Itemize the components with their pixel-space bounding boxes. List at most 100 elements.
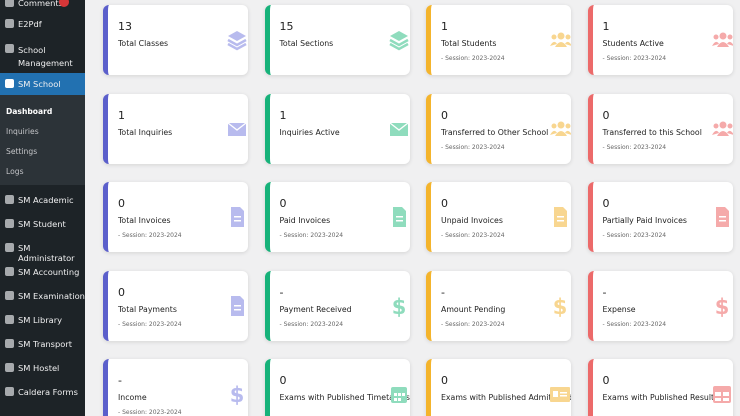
stat-card[interactable]: 1 Total Students - Session: 2023-2024 [426,5,571,75]
stat-label: Exams with Published Results [602,393,719,402]
stat-session: - Session: 2023-2024 [118,409,182,416]
stat-card[interactable]: 1 Inquiries Active [264,93,410,164]
submenu-item[interactable]: Dashboard [6,107,53,116]
stat-icon [389,206,409,228]
menu-item[interactable]: SM Administrator [0,241,85,263]
stat-label: Paid Invoices [279,216,331,225]
stat-card[interactable]: 0 Exams with Published Results [587,359,733,416]
menu-item[interactable]: SM Hostel [0,361,85,375]
stat-icon [711,118,733,140]
menu-icon [5,291,14,300]
menu-item[interactable]: Comments [0,0,85,10]
stat-card[interactable]: 0 Paid Invoices - Session: 2023-2024 [264,182,410,252]
stat-card[interactable]: 1 Total Inquiries [103,93,248,164]
menu-item[interactable]: SM Examination [0,289,85,303]
admin-sidebar: Comments E2Pdf School Management SM School S… [0,0,85,416]
menu-label: SM Transport [18,339,72,349]
stat-card[interactable]: 0 Partially Paid Invoices - Session: 2023-… [587,182,733,252]
stat-icon [711,29,733,51]
stat-value: 0 [602,108,610,122]
stat-label: Transferred to this School [602,127,702,137]
stat-value: - [441,285,445,299]
badge [59,0,69,7]
stat-icon [388,29,409,51]
stat-value: - [279,285,284,299]
stat-label: Amount Pending [441,304,506,314]
menu-item[interactable]: SM Student [0,217,85,231]
stat-session: - Session: 2023-2024 [602,232,667,239]
stat-card[interactable]: 0 Transferred to Other School - Session: 2… [426,93,571,164]
stat-value: 0 [118,197,125,210]
stat-icon [712,206,732,228]
menu-label: Comments [18,0,63,8]
menu-icon [5,339,14,348]
stat-label: Total Students [441,39,497,48]
stat-card[interactable]: 1 Students Active - Session: 2023-2024 [587,5,733,75]
stat-label: Expense [602,304,636,314]
stat-value: - [602,285,607,299]
stat-card[interactable]: 0 Transferred to this School - Session: 20… [587,93,733,164]
menu-icon [5,0,14,7]
menu-icon [5,79,14,88]
stat-card[interactable]: 15 Total Sections [264,5,410,75]
stat-card[interactable]: 0 Exams with Published Admit Cards [426,359,571,416]
menu-label: SM Library [18,315,63,325]
stat-value: 0 [441,108,448,122]
svg-text:$: $ [553,295,568,317]
menu-label: SM School [18,79,61,89]
stat-label: Total Inquiries [118,127,173,137]
stat-icon [389,118,409,140]
stat-card[interactable]: - Expense - Session: 2023-2024 $ [587,270,733,341]
menu-label: School Management [18,45,73,68]
submenu-item[interactable]: Inquiries [6,127,39,136]
stat-value: - [118,374,122,387]
stat-label: Partially Paid Invoices [602,216,687,225]
stat-icon [227,295,247,317]
menu-item[interactable]: SM Accounting [0,265,85,279]
stat-value: 1 [118,108,125,122]
menu-item[interactable]: SM Transport [0,337,85,351]
menu-icon [5,243,14,252]
stat-icon: $ [389,295,409,319]
stat-session: - Session: 2023-2024 [441,55,505,62]
stat-label: Total Invoices [118,216,171,225]
stat-label: Exams with Published Admit Cards [441,393,571,402]
stat-card[interactable]: - Income - Session: 2023-2024 $ [103,359,248,416]
stat-icon [550,118,571,140]
menu-item[interactable]: SM Library [0,313,85,327]
submenu-item[interactable]: Settings [6,147,38,156]
submenu-item[interactable]: Logs [6,167,24,176]
stat-card[interactable]: - Amount Pending - Session: 2023-2024 $ [426,270,571,341]
stat-value: 1 [602,20,610,33]
menu-item[interactable]: SM School [0,73,85,95]
stat-label: Exams with Published Timetables [279,393,410,402]
menu-item[interactable]: School Management [0,42,85,69]
stat-value: 0 [602,374,610,387]
stat-session: - Session: 2023-2024 [441,232,505,239]
stat-card[interactable]: - Payment Received - Session: 2023-2024 $ [264,270,410,341]
menu-icon [5,387,14,396]
stat-icon [389,383,409,405]
menu-label: Caldera Forms [18,387,78,397]
menu-item[interactable]: SM Academic [0,193,85,207]
menu-item[interactable]: Caldera Forms [0,385,85,399]
stat-card[interactable]: 0 Total Payments - Session: 2023-2024 [103,270,248,341]
stat-card[interactable]: 13 Total Classes [103,5,248,75]
stat-card[interactable]: 0 Unpaid Invoices - Session: 2023-2024 [426,182,571,252]
stat-label: Total Classes [118,39,169,48]
submenu-bg [0,95,85,185]
stat-card[interactable]: 0 Total Invoices - Session: 2023-2024 [103,182,248,252]
stat-value: 13 [118,20,132,33]
stat-card[interactable]: 0 Exams with Published Timetables [264,359,410,416]
menu-label: SM Academic [18,195,74,205]
menu-label: SM Administrator [18,243,75,263]
stat-label: Inquiries Active [279,127,340,137]
menu-label: E2Pdf [18,19,42,29]
stat-icon: $ [227,383,247,407]
stat-label: Unpaid Invoices [441,216,503,225]
stat-session: - Session: 2023-2024 [441,320,505,328]
stat-label: Transferred to Other School [441,127,549,137]
menu-item[interactable]: E2Pdf [0,17,85,31]
stat-label: Students Active [602,39,664,48]
